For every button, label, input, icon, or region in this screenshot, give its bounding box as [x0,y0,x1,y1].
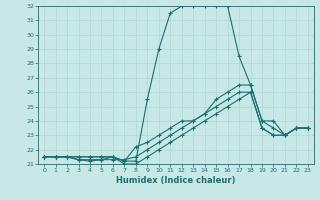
X-axis label: Humidex (Indice chaleur): Humidex (Indice chaleur) [116,176,236,185]
